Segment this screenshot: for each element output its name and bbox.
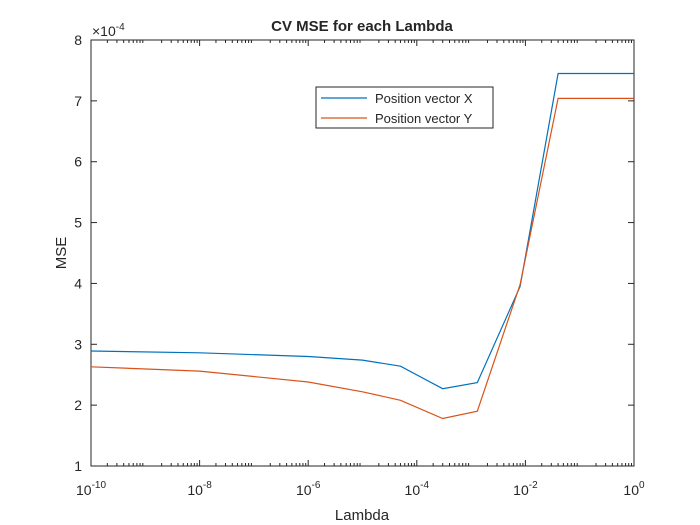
minor-ticks xyxy=(106,40,633,466)
y-tick-label: 5 xyxy=(74,215,82,231)
legend-entry-position-vector-y: Position vector Y xyxy=(375,111,473,126)
y-tick-labels: 1 2 3 4 5 6 7 8 xyxy=(74,32,82,474)
major-ticks xyxy=(90,39,635,467)
y-axis-label: MSE xyxy=(53,237,70,270)
y-tick-label: 6 xyxy=(74,154,82,170)
x-tick-label: 10-8 xyxy=(187,480,212,498)
y-tick-label: 8 xyxy=(74,32,82,48)
y-tick-label: 7 xyxy=(74,93,82,109)
y-tick-label: 3 xyxy=(74,336,82,352)
x-tick-label: 10-6 xyxy=(296,480,321,498)
y-exponent-label: ×10-4 xyxy=(92,22,125,39)
chart-title: CV MSE for each Lambda xyxy=(271,18,453,35)
y-tick-label: 4 xyxy=(74,275,82,291)
legend: Position vector X Position vector Y xyxy=(315,86,494,129)
x-tick-labels: 10-10 10-8 10-6 10-4 10-2 100 xyxy=(76,480,645,498)
series-line-position-vector-y xyxy=(90,97,634,420)
x-tick-label: 10-10 xyxy=(76,480,106,498)
series-lines xyxy=(90,72,634,420)
x-tick-label: 100 xyxy=(623,480,645,498)
y-tick-label: 2 xyxy=(74,397,82,413)
x-tick-label: 10-4 xyxy=(405,480,430,498)
legend-box xyxy=(315,86,494,129)
x-tick-label: 10-2 xyxy=(513,480,538,498)
series-line-position-vector-x xyxy=(90,72,634,390)
legend-entry-position-vector-x: Position vector X xyxy=(375,91,473,106)
y-tick-label: 1 xyxy=(74,458,82,474)
x-axis-label: Lambda xyxy=(335,507,390,524)
